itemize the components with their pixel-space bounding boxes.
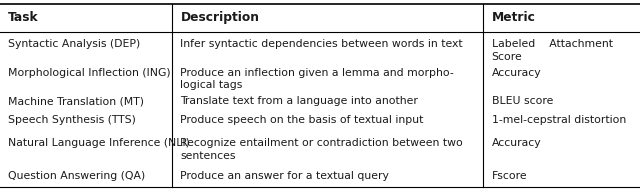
Text: Infer syntactic dependencies between words in text: Infer syntactic dependencies between wor… bbox=[180, 39, 463, 49]
Text: Metric: Metric bbox=[492, 11, 536, 24]
Text: Question Answering (QA): Question Answering (QA) bbox=[8, 171, 145, 181]
Text: Syntactic Analysis (DEP): Syntactic Analysis (DEP) bbox=[8, 39, 141, 49]
Text: 1-mel-cepstral distortion: 1-mel-cepstral distortion bbox=[492, 115, 626, 125]
Text: Recognize entailment or contradiction between two
sentences: Recognize entailment or contradiction be… bbox=[180, 138, 463, 161]
Text: Machine Translation (MT): Machine Translation (MT) bbox=[8, 96, 145, 106]
Text: Translate text from a language into another: Translate text from a language into anot… bbox=[180, 96, 419, 106]
Text: Natural Language Inference (NLI): Natural Language Inference (NLI) bbox=[8, 138, 190, 148]
Text: Produce an inflection given a lemma and morpho-
logical tags: Produce an inflection given a lemma and … bbox=[180, 68, 454, 90]
Text: Speech Synthesis (TTS): Speech Synthesis (TTS) bbox=[8, 115, 136, 125]
Text: Produce an answer for a textual query: Produce an answer for a textual query bbox=[180, 171, 389, 181]
Text: Description: Description bbox=[180, 11, 259, 24]
Text: Accuracy: Accuracy bbox=[492, 138, 541, 148]
Text: Morphological Inflection (ING): Morphological Inflection (ING) bbox=[8, 68, 171, 78]
Text: Produce speech on the basis of textual input: Produce speech on the basis of textual i… bbox=[180, 115, 424, 125]
Text: Labeled    Attachment
Score: Labeled Attachment Score bbox=[492, 39, 612, 62]
Text: Fscore: Fscore bbox=[492, 171, 527, 181]
Text: Task: Task bbox=[8, 11, 39, 24]
Text: Accuracy: Accuracy bbox=[492, 68, 541, 78]
Text: BLEU score: BLEU score bbox=[492, 96, 553, 106]
